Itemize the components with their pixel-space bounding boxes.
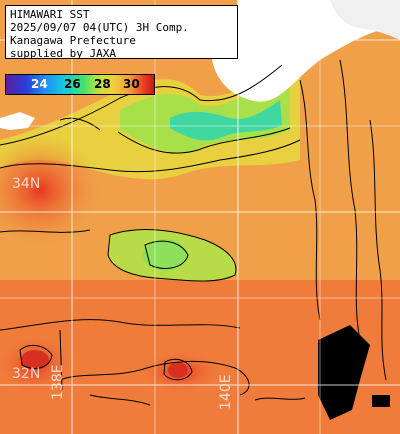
green-band — [120, 70, 290, 153]
info-title: HIMAWARI SST — [10, 8, 90, 21]
legend-tick-28: 28 — [94, 77, 111, 91]
legend-tick-24: 24 — [31, 77, 48, 91]
color-legend: 24 26 28 30 — [5, 74, 155, 95]
info-prefecture: Kanagawa Prefecture — [10, 34, 136, 47]
land-boso — [330, 0, 400, 40]
cyan-band — [170, 100, 282, 141]
no-data-area — [318, 325, 370, 420]
legend-tick-30: 30 — [123, 77, 140, 91]
hot-core-2 — [168, 362, 188, 378]
hot-core-1 — [21, 350, 49, 370]
mid-cool-core — [143, 239, 187, 271]
lat-label-34n: 34N — [12, 176, 41, 192]
info-box: HIMAWARI SST 2025/09/07 04(UTC) 3H Comp.… — [5, 5, 238, 60]
info-supplier: supplied by JAXA — [10, 47, 116, 60]
lon-label-138e: 138E — [50, 364, 66, 400]
hotspot-west — [0, 135, 100, 245]
lat-label-32n: 32N — [12, 366, 41, 382]
legend-tick-26: 26 — [64, 77, 81, 91]
lon-label-140e: 140E — [218, 374, 234, 410]
no-data-small — [372, 395, 390, 407]
land-west — [0, 112, 35, 130]
info-datetime: 2025/09/07 04(UTC) 3H Comp. — [10, 21, 189, 34]
